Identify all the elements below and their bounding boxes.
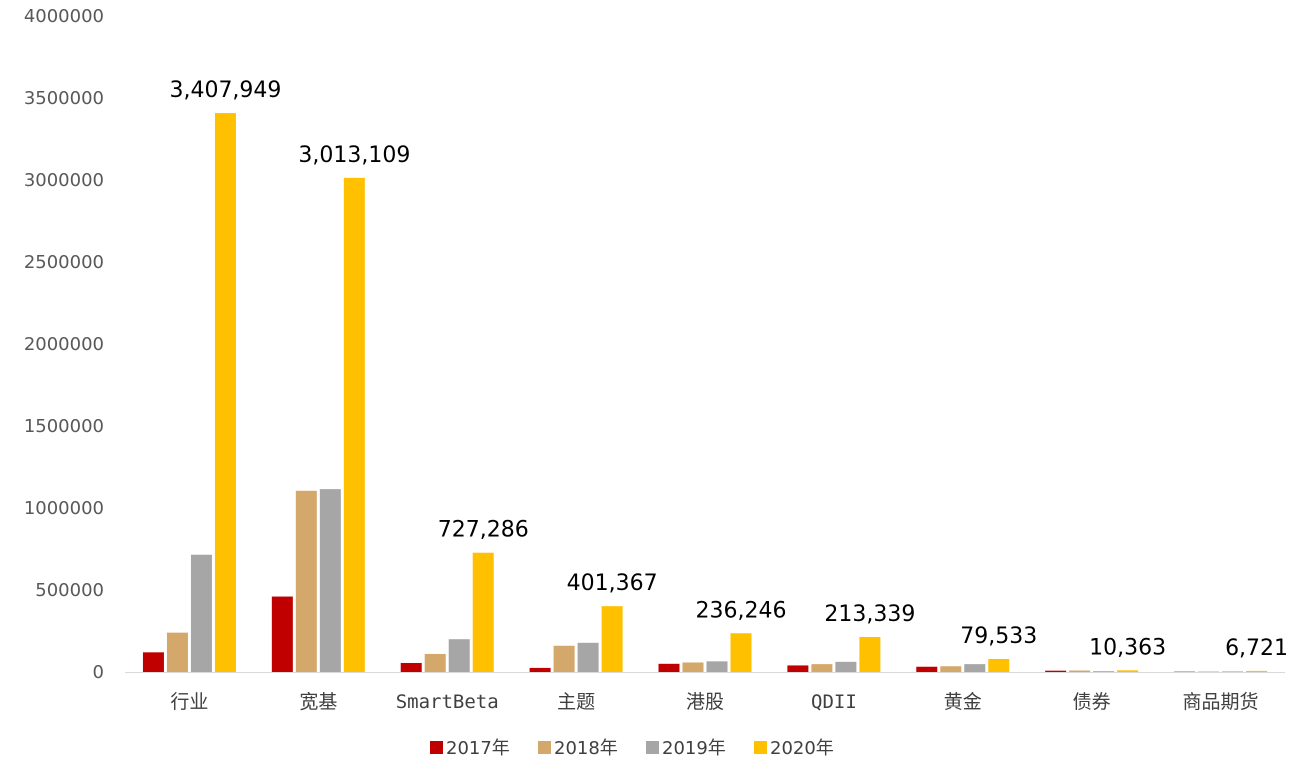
bar (730, 633, 752, 672)
bar (343, 177, 365, 672)
y-tick-label: 500000 (35, 580, 104, 601)
bar (319, 489, 341, 672)
bar (859, 637, 881, 672)
category-label: 债券 (1073, 691, 1111, 713)
bar (295, 490, 317, 672)
data-label: 3,013,109 (298, 143, 410, 168)
legend-label: 2019年 (662, 738, 726, 759)
bar (811, 664, 833, 672)
bars (142, 113, 1268, 672)
data-label: 3,407,949 (169, 78, 281, 103)
data-label: 236,246 (696, 598, 787, 623)
bar (940, 666, 962, 672)
bar (448, 639, 470, 672)
data-label: 401,367 (567, 571, 658, 596)
bar (601, 606, 623, 672)
category-label: 商品期货 (1183, 691, 1259, 713)
y-tick-label: 4000000 (24, 6, 104, 27)
bar (658, 663, 680, 672)
category-label: 宽基 (299, 691, 337, 713)
legend-label: 2017年 (446, 738, 510, 759)
legend-swatch (646, 741, 659, 754)
y-tick-label: 2000000 (24, 334, 104, 355)
category-label: 黄金 (944, 691, 982, 713)
data-label: 79,533 (960, 624, 1037, 649)
data-label: 727,286 (438, 518, 529, 543)
bar (424, 653, 446, 672)
bar (1117, 670, 1139, 672)
y-tick-label: 1500000 (24, 416, 104, 437)
bar (682, 662, 704, 672)
y-tick-label: 3000000 (24, 170, 104, 191)
legend-swatch (754, 741, 767, 754)
category-label: SmartBeta (396, 691, 499, 713)
bar (787, 665, 809, 672)
y-tick-label: 2500000 (24, 252, 104, 273)
bar (190, 554, 212, 672)
data-labels: 3,407,949 3,013,109 727,286 401,367 236,246 2… (169, 78, 1288, 661)
legend: 2017年 2018年 2019年 2020年 (430, 738, 834, 759)
bar (1222, 671, 1244, 672)
legend-label: 2018年 (554, 738, 618, 759)
bar (1093, 671, 1115, 672)
category-label: QDII (811, 691, 857, 713)
bar (988, 658, 1010, 672)
bar (529, 667, 551, 672)
y-tick-label: 1000000 (24, 498, 104, 519)
category-label: 港股 (686, 691, 724, 713)
data-label: 213,339 (824, 602, 915, 627)
data-label: 10,363 (1089, 635, 1166, 660)
legend-label: 2020年 (770, 738, 834, 759)
bar (271, 596, 293, 672)
bar (553, 645, 575, 672)
bar (916, 666, 938, 672)
bar (1069, 670, 1091, 672)
legend-swatch (538, 741, 551, 754)
bar (964, 664, 986, 672)
y-tick-label: 3500000 (24, 88, 104, 109)
category-label: 主题 (557, 691, 595, 713)
category-labels: 行业 宽基 SmartBeta 主题 港股 QDII 黄金 债券 商品期货 (170, 691, 1258, 713)
bar (142, 652, 164, 672)
data-label: 6,721 (1225, 636, 1288, 661)
bar (706, 661, 728, 672)
bar (400, 662, 422, 672)
y-tick-label: 0 (93, 662, 104, 683)
bar (166, 632, 188, 672)
category-label: 行业 (170, 691, 208, 713)
bar (577, 642, 599, 672)
bar (472, 552, 494, 672)
bar (835, 661, 857, 672)
bar (214, 113, 236, 672)
bar (1246, 670, 1268, 672)
y-axis-ticks: 0 500000 1000000 1500000 2000000 2500000 30000… (24, 6, 104, 683)
legend-swatch (430, 741, 443, 754)
bar (1045, 670, 1067, 672)
